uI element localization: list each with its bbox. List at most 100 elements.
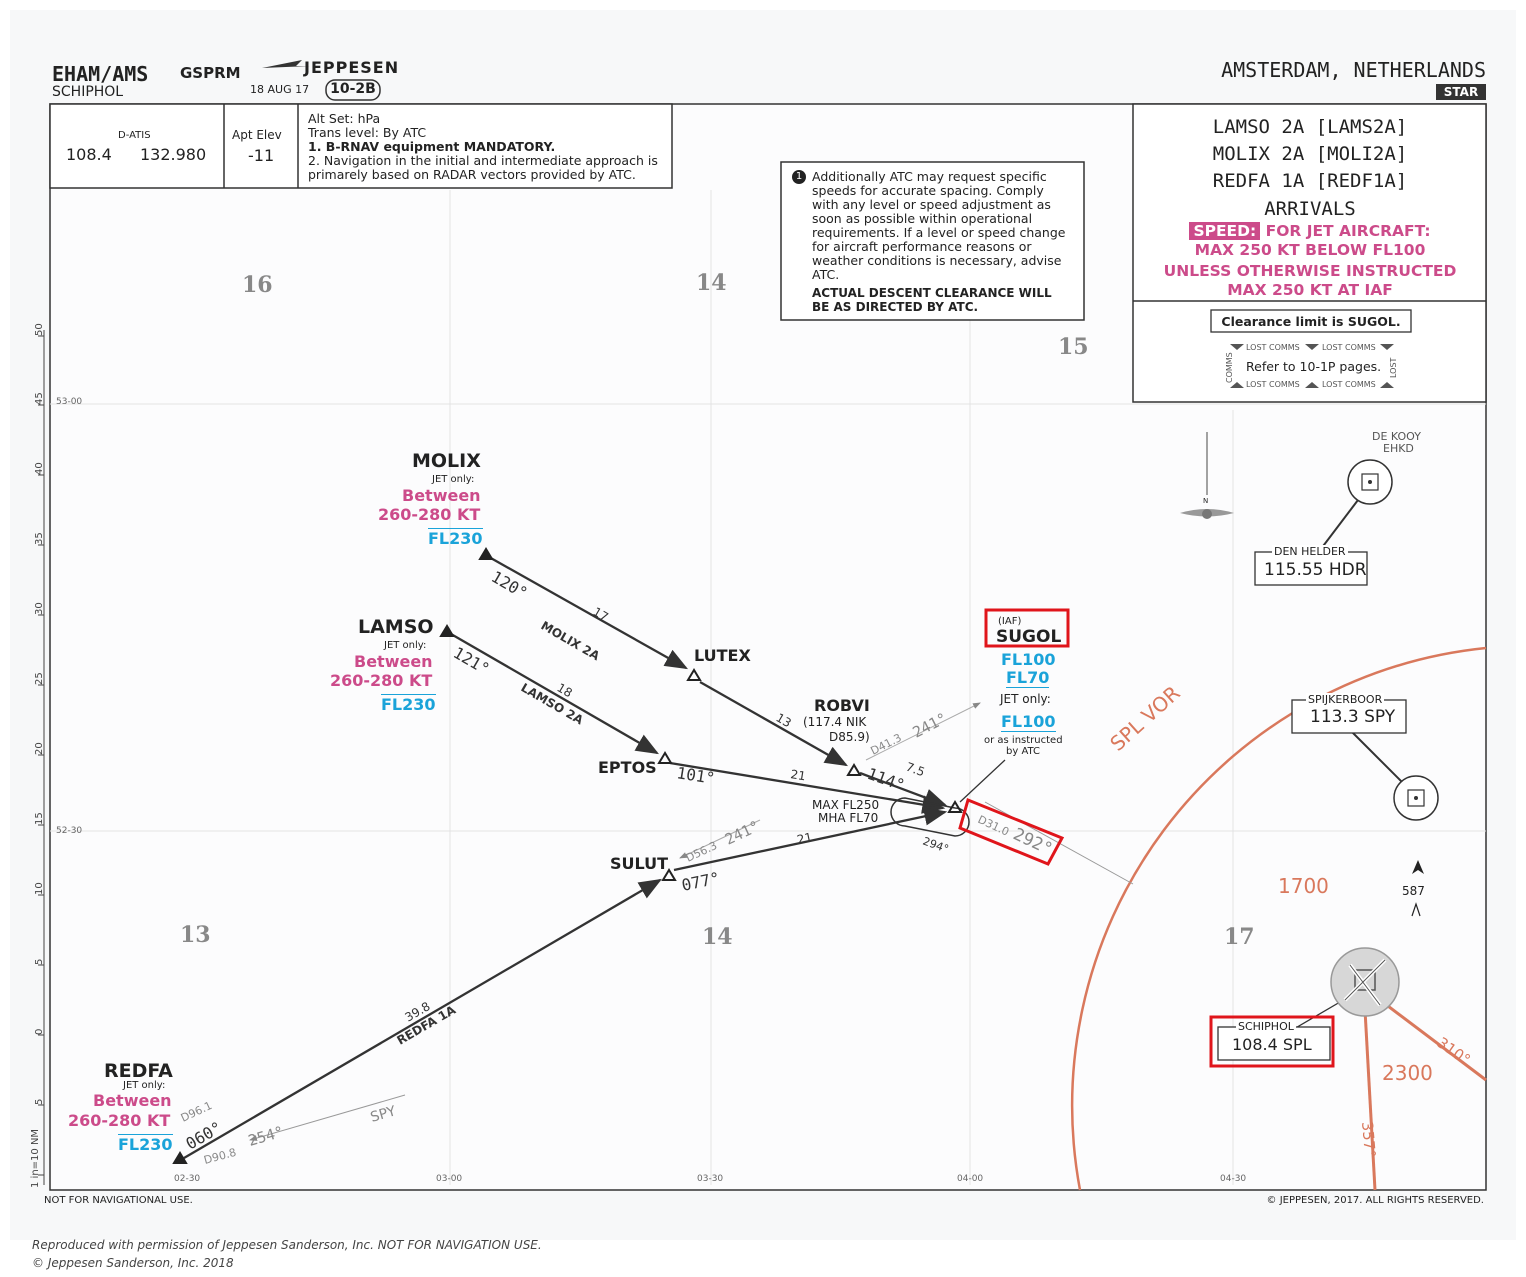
leg-dist-lutex: 13 — [774, 710, 794, 730]
highlight-sugol-radial — [958, 797, 1065, 866]
lamso-level: FL230 — [381, 694, 436, 714]
obstacle-elevation: 587 — [1402, 884, 1425, 898]
mora-14-top: 14 — [696, 270, 727, 296]
svg-text:45: 45 — [34, 392, 45, 405]
svg-text:5: 5 — [34, 1099, 45, 1105]
datis-label: D-ATIS — [118, 130, 151, 141]
redfa-speed: 260-280 KT — [68, 1111, 171, 1130]
radial-357-label: 357° — [1358, 1121, 1379, 1159]
waypoint-robvi: ROBVI — [814, 696, 870, 715]
svg-text:0: 0 — [34, 1029, 45, 1035]
leg-dist-lamso: 18 — [555, 680, 575, 700]
jeppesen-copyright: © JEPPESEN, 2017. ALL RIGHTS RESERVED. — [1266, 1195, 1484, 1206]
note-2: 2. Navigation in the initial and interme… — [308, 153, 658, 182]
sulut-radial-line — [679, 819, 761, 859]
latitude-grid — [50, 403, 1486, 832]
lon-02-30: 02-30 — [174, 1174, 201, 1184]
title-line-redfa: REDFA 1A [REDF1A] — [1212, 170, 1408, 192]
north-label: N — [1203, 497, 1209, 505]
sugol-instructed-1: or as instructed — [984, 735, 1063, 746]
de-kooy-vor — [1347, 459, 1393, 505]
radial-357-line — [1363, 1009, 1377, 1191]
airport-icao-iata: EHAM/AMS — [52, 62, 149, 86]
redfa-level: FL230 — [118, 1134, 173, 1154]
sugol-iaf: (IAF) — [998, 616, 1022, 627]
lat-52-30: 52-30 — [56, 826, 83, 836]
speed-line-2: MAX 250 KT BELOW FL100 — [1194, 241, 1426, 259]
note-1: 1. B-RNAV equipment MANDATORY. — [308, 139, 556, 154]
chart-date: 18 AUG 17 — [250, 83, 310, 96]
svg-text:35: 35 — [34, 532, 45, 545]
chart-index: 10-2B — [330, 81, 376, 97]
atc-clearance-note: ACTUAL DESCENT CLEARANCE WILL BE AS DIRE… — [812, 286, 1052, 314]
title-line-lamso: LAMSO 2A [LAMS2A] — [1212, 116, 1408, 138]
waypoint-symbols — [172, 547, 963, 1164]
molix-speed: 260-280 KT — [378, 505, 481, 524]
arrival-routes — [183, 555, 948, 1159]
spijkerboor-freq: 113.3 SPY — [1310, 707, 1396, 727]
robvi-dme: D85.9) — [829, 730, 870, 744]
mora-17: 17 — [1224, 924, 1255, 950]
sugol-instructed-2: by ATC — [1006, 746, 1041, 757]
mora-15: 15 — [1058, 334, 1089, 360]
route-molix-lutex — [488, 555, 689, 670]
route-robvi-sugol — [859, 771, 948, 807]
scale-ticks — [38, 330, 45, 1185]
den-helder-name: DEN HELDER — [1272, 545, 1348, 558]
mora-14-bottom: 14 — [702, 924, 733, 950]
reproduction-note: Reproduced with permission of Jeppesen S… — [32, 1238, 542, 1252]
lon-03-00: 03-00 — [436, 1174, 463, 1184]
svg-text:40: 40 — [34, 462, 45, 475]
molix-jet: JET only: — [432, 474, 475, 485]
chart-code: GSPRM — [180, 64, 241, 82]
schiphol-freq: 108.4 SPL — [1232, 1035, 1312, 1054]
spijkerboor-name: SPIJKERBOOR — [1306, 693, 1385, 706]
title-line-arrivals: ARRIVALS — [1264, 198, 1356, 220]
info-icon: 1 — [792, 170, 806, 184]
speed-line-3: UNLESS OTHERWISE INSTRUCTED — [1163, 262, 1457, 280]
lamso-between: Between — [354, 652, 433, 671]
lost-comms-top-2: LOST COMMS — [1322, 343, 1376, 352]
lost-comms-top-1: LOST COMMS — [1246, 343, 1300, 352]
route-redfa-sulut — [183, 878, 662, 1159]
spijkerboor-vor — [1393, 775, 1439, 821]
chart-type-badge: STAR — [1443, 85, 1479, 99]
spijkerboor-leader — [1349, 729, 1406, 786]
lost-comms-refer: Refer to 10-1P pages. — [1246, 359, 1382, 374]
waypoint-lamso: LAMSO — [358, 616, 434, 638]
msa-2300: 2300 — [1382, 1061, 1433, 1085]
spl-vor-circle — [1070, 646, 1487, 1191]
leg-dist-robvi: 7.5 — [904, 760, 927, 780]
speed-line-4: MAX 250 KT AT IAF — [1227, 281, 1393, 299]
route-lutex-robvi — [699, 681, 848, 767]
sugol-jet: JET only: — [1000, 692, 1051, 706]
robvi-radial-line — [865, 702, 981, 761]
de-kooy-label: DE KOOY — [1372, 430, 1421, 443]
route-sulut-sugol — [673, 807, 948, 872]
leg-dist-sulut: 21 — [796, 830, 814, 847]
highlight-sugol — [984, 608, 1070, 648]
lost-comms-bottom-1: LOST COMMS — [1246, 380, 1300, 389]
title-box-frame — [1132, 103, 1487, 403]
svg-text:25: 25 — [34, 672, 45, 685]
route-lamso-eptos — [450, 633, 659, 755]
lon-03-30: 03-30 — [697, 1174, 724, 1184]
scale-label: 1 in=10 NM — [30, 1129, 41, 1188]
holding-mha: MHA FL70 — [818, 811, 879, 825]
svg-text:20: 20 — [34, 742, 45, 755]
atc-note-box — [780, 161, 1085, 321]
waypoint-molix: MOLIX — [412, 450, 481, 472]
svg-text:10: 10 — [34, 882, 45, 895]
lost-comms-side-right: LOST — [1389, 357, 1398, 378]
title-line-molix: MOLIX 2A [MOLI2A] — [1212, 143, 1408, 165]
redfa-between: Between — [93, 1091, 172, 1110]
svg-text:50: 50 — [34, 323, 45, 336]
msa-1700: 1700 — [1278, 874, 1329, 898]
scale-numbers: 50 45 40 35 30 25 20 15 10 5 0 5 — [34, 323, 45, 1105]
redfa-jet: JET only: — [123, 1080, 166, 1091]
lost-comms-arrows — [1230, 344, 1394, 388]
waypoint-eptos: EPTOS — [598, 758, 657, 777]
obstacle-icon — [1411, 860, 1424, 917]
schiphol-name: SCHIPHOL — [1236, 1020, 1296, 1033]
leg-dist-eptos: 21 — [790, 767, 807, 783]
